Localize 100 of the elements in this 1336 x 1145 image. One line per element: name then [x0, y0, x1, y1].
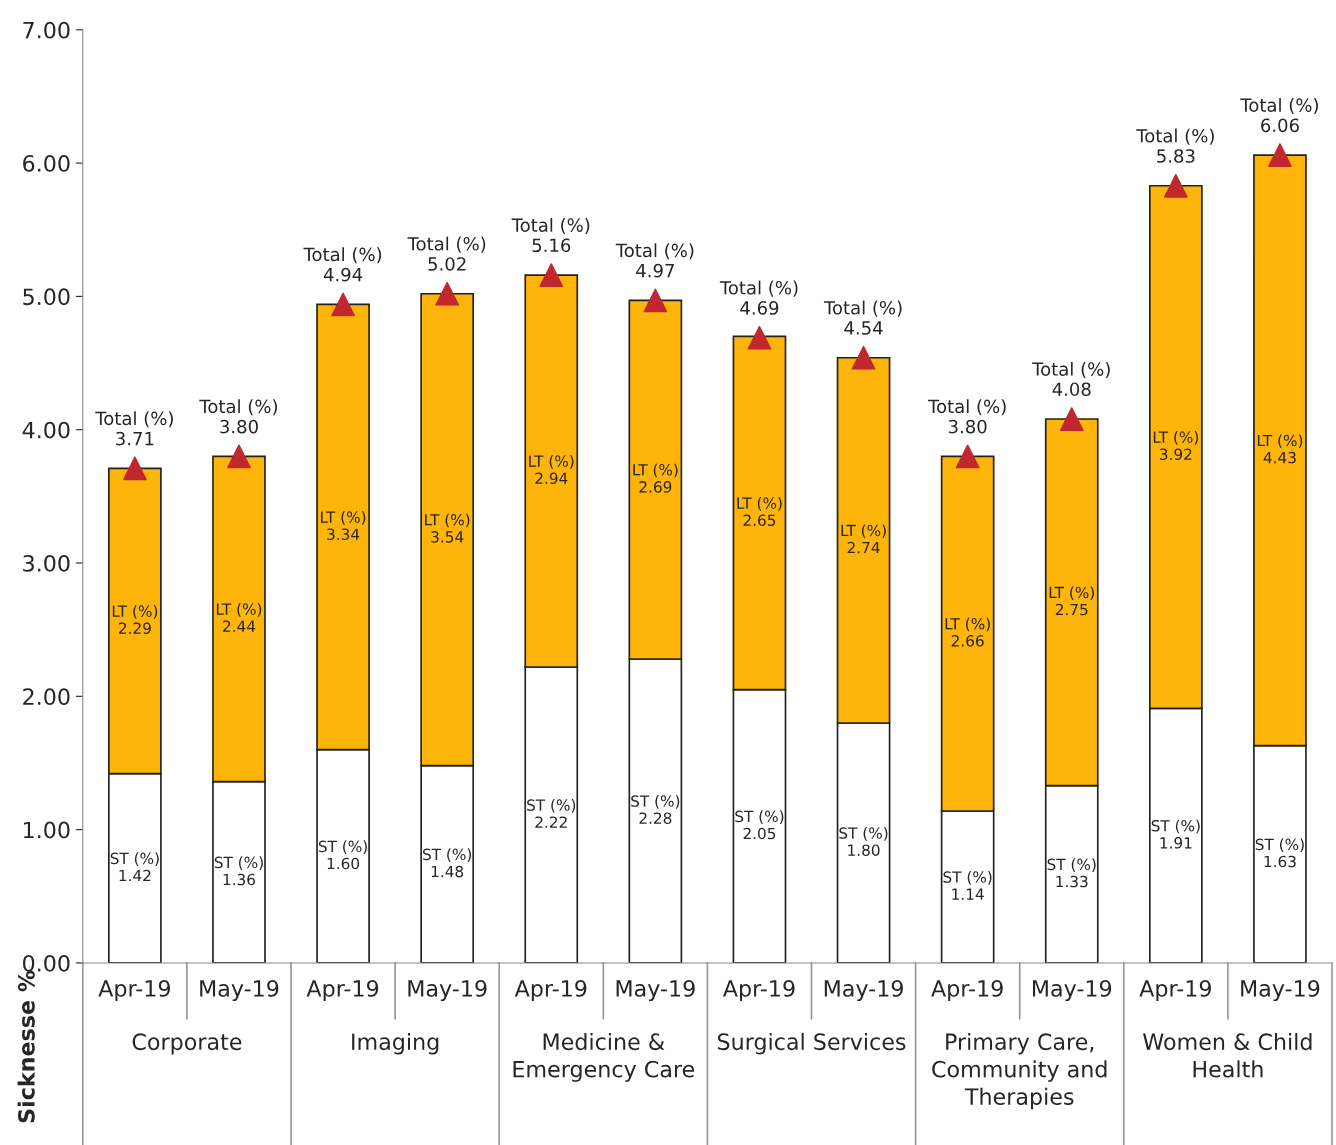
data-label: 4.08: [1052, 382, 1091, 397]
point: [1268, 143, 1292, 167]
point: [1163, 173, 1188, 198]
text: Total (%): [823, 300, 902, 317]
text: LT (%): [529, 455, 574, 469]
point: [643, 288, 668, 313]
x-tick-label: May-19: [1033, 980, 1112, 1002]
text: LT (%): [945, 617, 990, 632]
y-tick-label: 5.00: [23, 288, 70, 306]
text: ST (%): [110, 852, 159, 866]
point: [331, 292, 355, 317]
point: [955, 444, 980, 469]
data-label: 5.02: [428, 257, 466, 271]
data-label: 2.65: [743, 514, 776, 527]
text: ST (%): [1151, 819, 1200, 834]
text: ST (%): [1255, 838, 1304, 852]
x-tick-label: Apr-19: [514, 980, 587, 1002]
text: Corporate: [132, 1033, 242, 1055]
point: [747, 325, 772, 350]
text: Women & Child Health: [1143, 1032, 1312, 1078]
data-label: 2.75: [1055, 603, 1088, 616]
text: Total (%): [407, 236, 486, 253]
x-tick-label: Apr-19: [98, 980, 170, 1002]
data-label: 1.48: [431, 865, 464, 878]
y-tick-label: 2.00: [23, 688, 70, 706]
x-tick-label: May-19: [824, 980, 903, 1002]
y-tick-label: 1.00: [23, 821, 70, 839]
text: LT (%): [425, 513, 470, 528]
series-label: LT (%): [1049, 586, 1094, 601]
y-tick-label: 6.00: [23, 155, 70, 172]
data-label: 5.16: [532, 238, 571, 253]
text: Primary Care, Community and Therapies: [932, 1032, 1107, 1110]
text: Total (%): [1240, 97, 1318, 115]
text: Total (%): [303, 247, 382, 264]
data-label: 1.14: [952, 888, 984, 900]
text: ST (%): [1047, 858, 1096, 872]
text: ST (%): [839, 827, 888, 841]
data-label: 3.34: [327, 528, 360, 541]
data-label: 4.94: [323, 267, 363, 282]
x-tick-label: Apr-19: [306, 980, 379, 1002]
text: Total (%): [511, 217, 590, 235]
text: Total (%): [615, 243, 694, 260]
data-label: 3.80: [948, 419, 987, 434]
text: Surgical Services: [717, 1032, 906, 1055]
data-label: 6.06: [1261, 118, 1299, 133]
data-label: 3.80: [220, 419, 258, 434]
data-label: 1.91: [1160, 837, 1192, 849]
point: [539, 263, 564, 287]
text: LT (%): [633, 463, 678, 478]
text: Imaging: [352, 1032, 439, 1055]
data-label: 4.69: [740, 301, 779, 315]
text: ST (%): [527, 799, 576, 813]
x-tick-label: May-19: [200, 980, 279, 1002]
x-tick-label: May-19: [1241, 980, 1320, 1002]
data-label: 2.66: [951, 635, 984, 647]
data-label: 5.83: [1157, 149, 1195, 163]
y-tick-label: 3.00: [23, 554, 70, 572]
text: ST (%): [943, 871, 992, 885]
text: Total (%): [95, 411, 173, 428]
x-tick-label: May-19: [408, 980, 487, 1002]
text: Medicine & Emergency Care: [513, 1032, 695, 1082]
text: LT (%): [841, 524, 886, 539]
text: Total (%): [719, 280, 798, 297]
text: ST (%): [214, 856, 263, 870]
data-label: 3.54: [431, 531, 464, 543]
data-label: 2.74: [847, 541, 880, 554]
text: Total (%): [928, 399, 1006, 416]
text: LT (%): [216, 603, 262, 617]
text: ST (%): [423, 848, 472, 862]
data-label: 2.05: [743, 827, 776, 840]
data-label: 1.63: [1264, 855, 1296, 868]
text: Total (%): [1032, 361, 1110, 378]
y-tick-label: 4.00: [22, 421, 70, 439]
text: LT (%): [737, 497, 782, 511]
text: Total (%): [199, 399, 277, 416]
data-label: 2.22: [535, 816, 567, 828]
text: LT (%): [1257, 434, 1303, 449]
text: LT (%): [112, 605, 158, 619]
y-tick-label: 7.00: [23, 21, 70, 39]
point: [227, 444, 251, 469]
data-label: 2.28: [639, 812, 672, 824]
x-tick-label: Apr-19: [1139, 980, 1211, 1002]
data-label: 1.80: [848, 844, 880, 856]
data-label: 2.44: [223, 620, 256, 632]
text: ST (%): [631, 795, 680, 809]
point: [1059, 407, 1084, 431]
text: Total (%): [1136, 128, 1214, 145]
data-label: 4.43: [1263, 451, 1296, 464]
y-axis-title: Sicknesse %: [17, 970, 35, 1123]
data-label: 1.33: [1056, 875, 1088, 888]
x-tick-label: Apr-19: [931, 980, 1003, 1002]
point: [851, 345, 876, 370]
data-label: 4.54: [844, 321, 883, 335]
text: LT (%): [1153, 431, 1199, 445]
data-label: 2.29: [118, 622, 151, 634]
x-tick-label: May-19: [616, 980, 695, 1002]
data-label: 3.71: [116, 431, 154, 446]
data-label: 4.97: [636, 263, 674, 278]
y-tick-label: 0.00: [23, 954, 70, 972]
text: LT (%): [321, 511, 366, 525]
